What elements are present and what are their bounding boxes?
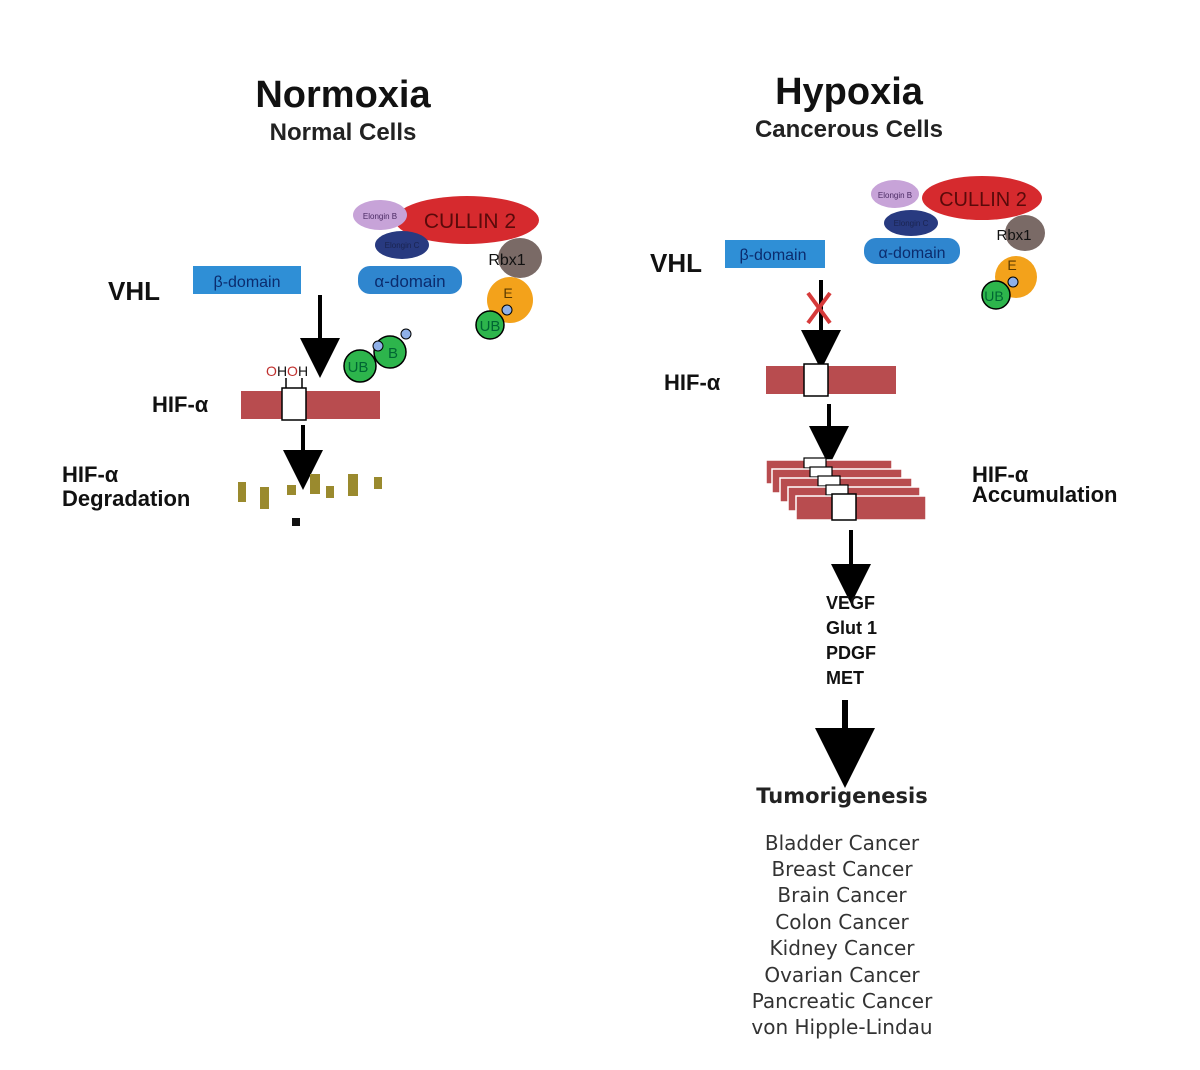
cancer-item: Breast Cancer [771,857,913,881]
oh-label-1h: H [277,363,287,379]
cancer-item: Pancreatic Cancer [752,989,933,1013]
cullin-2-protein [922,176,1042,220]
hif-alpha-site [281,387,307,421]
fragment [260,487,269,509]
tumorigenesis-title: Tumorigenesis [756,784,928,808]
ub-bubble-attached [981,280,1011,310]
elongin-c-protein [884,210,938,236]
hif-alpha-bar [241,391,380,419]
e-label: E [503,285,512,301]
rbx1-protein [498,238,542,278]
beta-domain-box [725,240,825,268]
alpha-domain-box [358,266,462,294]
cancer-item: von Hipple-Lindau [751,1015,932,1039]
alpha-domain-label: α-domain [374,272,445,291]
cancer-item: Bladder Cancer [765,831,920,855]
elongin-b-label: Elongin B [363,212,397,221]
oh-label-1: O [266,363,277,379]
ub-bubble-attached [475,310,505,340]
elongin-b-protein [353,200,407,230]
beta-domain-label: β-domain [739,247,806,264]
cancer-item: Kidney Cancer [770,936,916,960]
rbx1-label: Rbx1 [488,252,525,269]
cullin-2-protein [395,196,539,244]
hif-stacked-bar [795,495,927,521]
elongin-c-label: Elongin C [385,241,420,250]
accumulation-label-line1: HIF-α [972,462,1029,487]
hypoxia-panel: Hypoxia Cancerous Cells VHL β-domain CUL… [650,71,1117,1039]
fragment [292,518,300,526]
fragment [348,474,358,496]
hypoxia-subtitle: Cancerous Cells [755,116,943,143]
beta-domain-label: β-domain [213,274,280,291]
beta-domain-box [193,266,301,294]
normoxia-subtitle: Normal Cells [270,119,417,146]
hypoxia-title: Hypoxia [775,71,924,113]
target-gene: PDGF [826,643,876,663]
cullin-2-label: CULLIN 2 [939,189,1027,211]
cancer-item: Brain Cancer [777,883,907,907]
ubiquitin-ligase-complex: CULLIN 2 Elongin B Elongin C α-domain Rb… [353,196,542,340]
cullin-2-label: CULLIN 2 [424,210,516,233]
normoxia-panel: Normoxia Normal Cells VHL β-domain CULLI… [62,74,542,526]
target-gene: MET [826,668,864,688]
target-genes-list: VEGF Glut 1 PDGF MET [826,593,877,688]
ubiquitin-chain: UB B [343,328,412,383]
vhl-label: VHL [108,276,160,306]
hif-accumulation-stack [765,457,927,521]
hif-alpha-label: HIF-α [664,370,721,395]
vhl-label: VHL [650,248,702,278]
cancer-item: Colon Cancer [775,910,909,934]
ub-label-2: B [388,345,398,362]
x-mark-icon [806,291,832,325]
oh-label-2h: H [298,363,308,379]
target-gene: Glut 1 [826,618,877,638]
alpha-domain-box [864,238,960,264]
ub-link-dot-1 [372,340,384,352]
elongin-c-label: Elongin C [894,219,929,228]
alpha-domain-label: α-domain [878,245,945,262]
elongin-b-protein [871,180,919,208]
ub-link-dot-2 [400,328,412,340]
fragment [326,486,334,498]
e-label: E [1007,257,1016,273]
ub-label-1: UB [348,359,369,376]
rbx1-protein [1005,215,1045,251]
ub-link-dot [501,304,513,316]
cancer-list: Bladder Cancer Breast Cancer Brain Cance… [751,831,933,1039]
fragment [310,474,320,494]
target-gene: VEGF [826,593,875,613]
hif-fragments [238,474,382,526]
hif-alpha-site [803,363,829,397]
ubiquitin-ligase-complex: CULLIN 2 Elongin B Elongin C α-domain Rb… [864,176,1045,310]
degradation-label-line2: Degradation [62,486,190,511]
fragment [238,482,246,502]
ub-bubble-1 [343,349,377,383]
fragment [374,477,382,489]
normoxia-title: Normoxia [255,74,431,116]
degradation-label-line1: HIF-α [62,462,119,487]
fragment [287,485,296,495]
ub-link-dot [1007,276,1019,288]
oh-label-2: O [287,363,298,379]
cancer-item: Ovarian Cancer [764,963,920,987]
elongin-c-protein [375,231,429,259]
ub-label-attached: UB [480,318,501,335]
hif-alpha-bar [766,366,896,394]
e-protein [487,277,533,323]
hif-stacked-site [831,493,857,521]
hif-alpha-label: HIF-α [152,392,209,417]
elongin-b-label: Elongin B [878,191,912,200]
rbx1-label: Rbx1 [996,227,1031,244]
accumulation-label-line2: Accumulation [972,482,1117,507]
ub-label-attached: UB [984,288,1003,304]
